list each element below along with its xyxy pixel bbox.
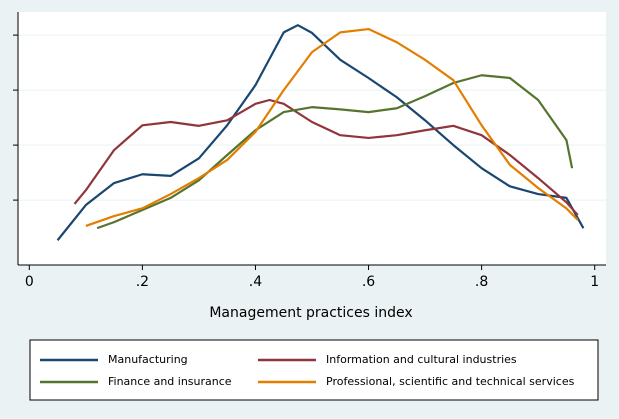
x-axis-label: Management practices index [209,305,412,321]
series-line [85,27,579,227]
legend-label: Information and cultural industries [326,353,517,366]
x-tick-label: .6 [362,274,375,290]
x-tick-label: 0 [25,274,34,290]
plot-area [18,12,606,265]
series-line [96,74,574,230]
legend-label: Manufacturing [108,353,188,366]
series-line [73,98,579,216]
x-tick-label: .8 [475,274,488,290]
x-tick-label: 1 [590,274,599,290]
x-tick-label: .2 [136,274,149,290]
series-line [56,24,585,241]
legend-label: Finance and insurance [108,375,232,388]
legend [29,339,599,401]
x-tick-label: .4 [249,274,262,290]
legend-label: Professional, scientific and technical s… [326,375,575,388]
